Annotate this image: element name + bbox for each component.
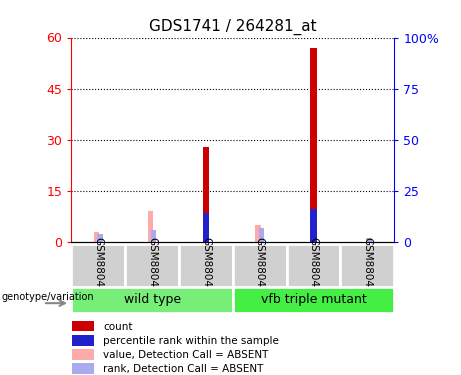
Bar (72, 363, 94, 374)
Bar (72, 336, 94, 346)
Bar (233, 287, 394, 313)
Bar (97, 234, 103, 242)
Text: GSM88042: GSM88042 (201, 237, 211, 294)
Text: rank, Detection Call = ABSENT: rank, Detection Call = ABSENT (103, 364, 264, 374)
Bar (340, 244, 394, 287)
Bar (255, 225, 261, 242)
Bar (366, 238, 372, 242)
Bar (71, 287, 233, 313)
Text: vfb triple mutant: vfb triple mutant (260, 294, 366, 306)
Bar (310, 209, 317, 242)
Text: GSM88046: GSM88046 (254, 237, 265, 294)
Bar (203, 213, 209, 242)
Text: wild type: wild type (124, 294, 181, 306)
Text: GSM88047: GSM88047 (308, 237, 319, 294)
Bar (287, 244, 340, 287)
Bar (151, 230, 156, 242)
Bar (94, 232, 100, 242)
Bar (259, 228, 264, 242)
Bar (310, 48, 317, 242)
Text: genotype/variation: genotype/variation (1, 292, 94, 302)
Bar (72, 321, 94, 332)
Text: GSM88041: GSM88041 (147, 237, 157, 294)
Bar (179, 244, 233, 287)
Bar (203, 147, 209, 242)
Bar (71, 244, 125, 287)
Text: count: count (103, 322, 133, 332)
Text: value, Detection Call = ABSENT: value, Detection Call = ABSENT (103, 350, 269, 360)
Text: GSM88040: GSM88040 (93, 237, 103, 294)
Bar (125, 244, 179, 287)
Bar (148, 211, 153, 242)
Text: percentile rank within the sample: percentile rank within the sample (103, 336, 279, 346)
Title: GDS1741 / 264281_at: GDS1741 / 264281_at (149, 18, 317, 35)
Text: GSM88048: GSM88048 (362, 237, 372, 294)
Bar (233, 244, 287, 287)
Bar (72, 350, 94, 360)
